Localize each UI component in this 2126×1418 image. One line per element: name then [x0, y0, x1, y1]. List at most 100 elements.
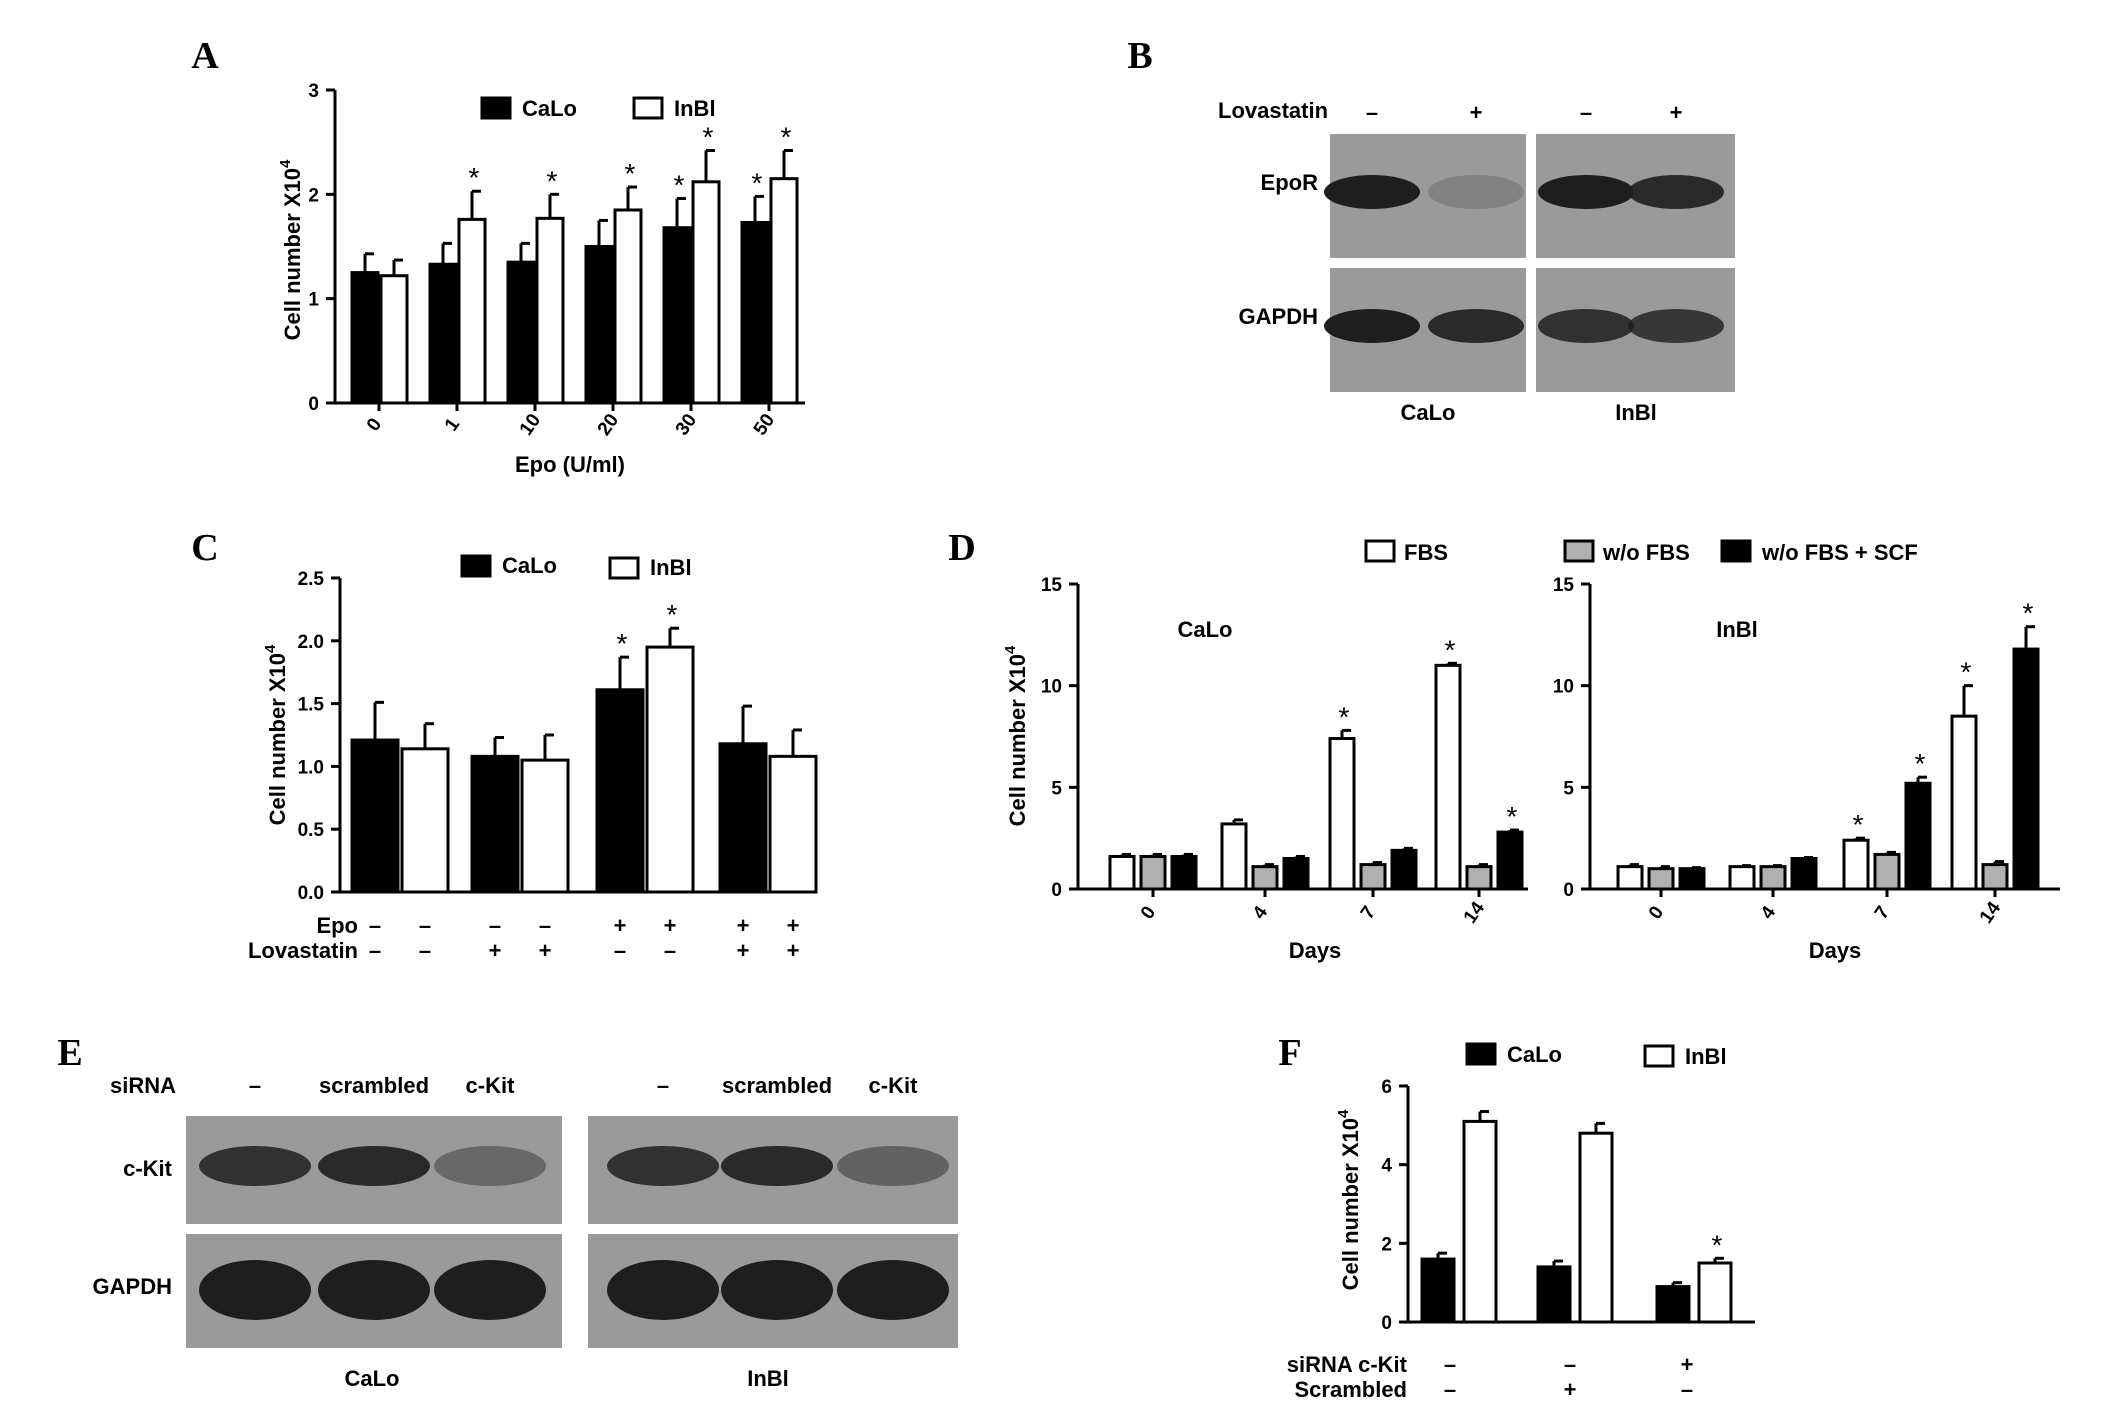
bar-fbs-14-significance: * [1445, 634, 1456, 665]
band-epor [1628, 175, 1724, 209]
y-axis-label-exponent: 4 [1002, 645, 1019, 654]
legend-swatch [1563, 539, 1595, 563]
bar-inbl-1 [400, 747, 450, 894]
band-gapdh [607, 1260, 719, 1320]
bar-inbl-20-significance: * [625, 158, 636, 189]
legend-label-inbl: InBl [1685, 1044, 1727, 1069]
condition-mark: + [787, 913, 800, 938]
y-tick-label: 15 [1553, 575, 1575, 596]
y-tick-label: 5 [1563, 778, 1574, 799]
x-tick-label: 20 [594, 410, 623, 439]
bar-w-o-fbs-scf-14 [1496, 830, 1524, 891]
condition-mark: + [489, 938, 502, 963]
condition-mark: – [419, 913, 431, 938]
subplot-inbl: 0 5 10 15 InBl 0 4 * * 7 * * 14 Days [1553, 575, 2060, 963]
band-gapdh [1324, 309, 1420, 343]
x-tick-label: 14 [1460, 898, 1490, 928]
bar-w-o-fbs-0 [1647, 867, 1675, 891]
lane-mark: c-Kit [869, 1073, 919, 1098]
bar-w-o-fbs-scf-7 [1904, 781, 1932, 891]
y-tick-label: 4 [1381, 1156, 1392, 1177]
bar-calo-0 [350, 271, 380, 405]
condition-mark: – [369, 913, 381, 938]
y-axis-label-exponent: 4 [1335, 1109, 1352, 1118]
band-c-kit [318, 1146, 430, 1186]
condition-mark: + [1564, 1377, 1577, 1402]
band-c-kit [607, 1146, 719, 1186]
panel-e-blot: siRNA – scrambled c-Kit – scrambled c-Kit c-Kit… [93, 1073, 958, 1391]
x-axis-label: Epo (U/ml) [515, 452, 625, 477]
bar-fbs-4 [1728, 865, 1756, 891]
bar-calo-4 [718, 742, 768, 894]
y-axis-label: Cell number X104 [262, 644, 290, 825]
y-tick-label: 2 [308, 185, 319, 206]
condition-mark: – [369, 938, 381, 963]
bar-inbl-20 [613, 208, 643, 405]
legend-label-inbl: InBl [650, 555, 692, 580]
bar-fbs-0 [1616, 865, 1644, 891]
subplot-title: CaLo [1178, 617, 1233, 642]
bar-fbs-14-significance: * [1961, 657, 1972, 688]
x-axis-label: Days [1809, 938, 1862, 963]
bar-calo-2 [470, 754, 520, 894]
bar-w-o-fbs-scf-7-significance: * [1915, 748, 1926, 779]
x-tick-label: 0 [1137, 902, 1160, 923]
bar-w-o-fbs-4 [1251, 865, 1279, 891]
panel-label-d: D [948, 527, 975, 569]
bar-inbl-50 [769, 177, 799, 405]
band-gapdh [837, 1260, 949, 1320]
band-gapdh [434, 1260, 546, 1320]
bar-w-o-fbs-14 [1465, 865, 1493, 891]
lane-mark: + [1470, 100, 1483, 125]
y-tick-label: 1 [308, 290, 319, 311]
condition-label: siRNA c-Kit [1287, 1352, 1408, 1377]
bar-inbl-1 [1462, 1119, 1498, 1324]
bar-w-o-fbs-4 [1759, 865, 1787, 891]
band-gapdh [1628, 309, 1724, 343]
condition-label: Scrambled [1295, 1377, 1408, 1402]
row-label-gapdh: GAPDH [1239, 304, 1318, 329]
condition-label-lovastatin: Lovastatin [248, 938, 358, 963]
legend-label-inbl: InBl [674, 96, 716, 121]
lane-mark: – [657, 1073, 669, 1098]
band-gapdh [318, 1260, 430, 1320]
y-tick-label: 15 [1041, 575, 1063, 596]
x-tick-label: 7 [1871, 902, 1894, 923]
lane-mark: + [1670, 100, 1683, 125]
condition-mark: – [1444, 1352, 1456, 1377]
condition-mark: + [1681, 1352, 1694, 1377]
bar-w-o-fbs-scf-14-significance: * [1507, 801, 1518, 832]
lane-mark: c-Kit [466, 1073, 516, 1098]
legend-swatch-calo [460, 554, 492, 578]
legend-swatch-calo [1465, 1042, 1497, 1066]
x-tick-label: 30 [672, 410, 701, 439]
legend-swatch-inbl [632, 96, 664, 120]
condition-mark: – [1444, 1377, 1456, 1402]
bar-inbl-2 [520, 758, 570, 894]
condition-mark: – [1564, 1352, 1576, 1377]
legend-swatch [1720, 539, 1752, 563]
condition-mark: + [664, 913, 677, 938]
condition-mark: – [489, 913, 501, 938]
bar-w-o-fbs-scf-4 [1282, 857, 1310, 891]
bar-w-o-fbs-0 [1139, 854, 1167, 891]
x-tick-label: 1 [441, 414, 465, 435]
bar-inbl-3 [645, 645, 695, 894]
lane-mark: – [249, 1073, 261, 1098]
bar-fbs-4 [1220, 822, 1248, 891]
y-axis-label: Cell number X104 [277, 159, 305, 340]
band-c-kit [199, 1146, 311, 1186]
legend-label: FBS [1404, 540, 1448, 565]
band-gapdh [1538, 309, 1634, 343]
legend-swatch-calo [480, 96, 512, 120]
treatment-label: siRNA [110, 1073, 176, 1098]
y-tick-label: 1.5 [298, 695, 325, 716]
legend-label-calo: CaLo [522, 96, 577, 121]
condition-mark: + [737, 913, 750, 938]
legend-label-calo: CaLo [502, 553, 557, 578]
condition-mark: – [1681, 1377, 1693, 1402]
bar-fbs-14 [1434, 663, 1462, 891]
legend-swatch-inbl [1643, 1044, 1675, 1068]
